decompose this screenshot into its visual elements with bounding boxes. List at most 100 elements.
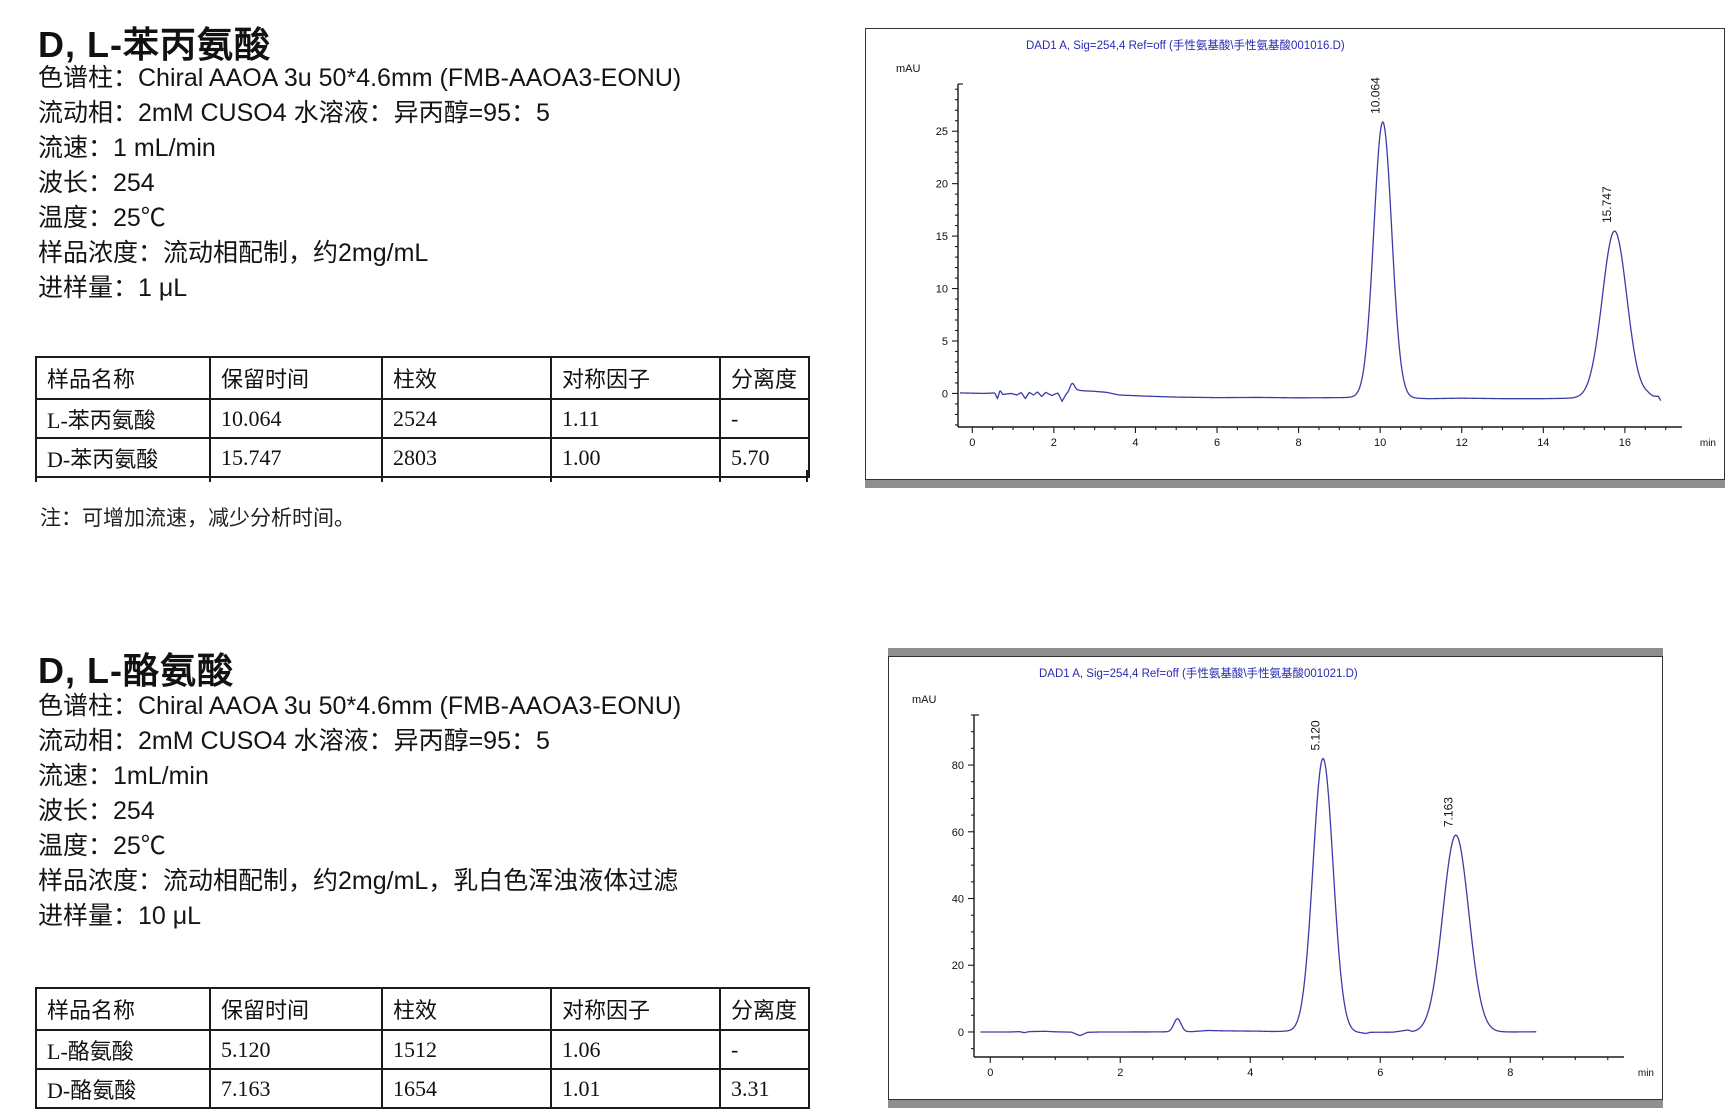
table-cell: -	[719, 1029, 810, 1070]
x-axis-unit-label: min	[1638, 1068, 1654, 1079]
window-edge-bar	[865, 480, 1725, 488]
table-cell: 5.120	[209, 1029, 383, 1070]
x-tick-label: 12	[1456, 437, 1468, 449]
table-cell: 1512	[381, 1029, 552, 1070]
table-cell: -	[719, 398, 810, 439]
table-cell: L-苯丙氨酸	[35, 398, 211, 439]
y-tick-label: 15	[936, 231, 948, 243]
chromatogram-window-tyrosine: DAD1 A, Sig=254,4 Ref=off (手性氨基酸\手性氨基酸00…	[888, 648, 1663, 1108]
signal-header: DAD1 A, Sig=254,4 Ref=off (手性氨基酸\手性氨基酸00…	[1026, 38, 1345, 52]
y-axis-label: mAU	[912, 694, 937, 706]
table-cell: D-酪氨酸	[35, 1068, 211, 1109]
table-cell: 1.00	[550, 437, 721, 478]
param-line: 流动相：2mM CUSO4 水溶液：异丙醇=95：5	[38, 727, 550, 755]
param-line: 流速：1 mL/min	[38, 134, 216, 162]
column-header: 保留时间	[209, 987, 383, 1031]
column-header: 样品名称	[35, 987, 211, 1031]
x-tick-label: 8	[1507, 1067, 1513, 1079]
window-edge-bar	[888, 648, 1663, 656]
table-cell: 2803	[381, 437, 552, 478]
table-cell: 10.064	[209, 398, 383, 439]
x-tick-label: 4	[1132, 437, 1138, 449]
table-cell: 1.01	[550, 1068, 721, 1109]
param-line: 波长：254	[38, 797, 155, 825]
peak-retention-time-label: 10.064	[1368, 77, 1382, 114]
column-header: 柱效	[381, 356, 552, 400]
table-row: L-酪氨酸 5.120 1512 1.06-	[35, 1029, 810, 1070]
y-tick-label: 0	[958, 1027, 964, 1039]
y-tick-label: 40	[952, 894, 964, 906]
x-tick-label: 0	[987, 1067, 993, 1079]
peak-retention-time-label: 5.120	[1309, 720, 1323, 750]
chromatogram-svg: DAD1 A, Sig=254,4 Ref=off (手性氨基酸\手性氨基酸00…	[896, 38, 1716, 449]
section2-param-list: 色谱柱：Chiral AAOA 3u 50*4.6mm (FMB-AAOA3-E…	[38, 689, 681, 934]
table-header-row: 样品名称 保留时间 柱效 对称因子 分离度	[35, 987, 810, 1031]
section2-title: D, L-酪氨酸	[38, 650, 234, 691]
y-tick-label: 20	[952, 960, 964, 972]
param-line: 温度：25℃	[38, 832, 166, 860]
table-cell: 1654	[381, 1068, 552, 1109]
column-header: 样品名称	[35, 356, 211, 400]
peak-retention-time-label: 7.163	[1441, 797, 1455, 827]
column-header: 保留时间	[209, 356, 383, 400]
x-tick-label: 2	[1117, 1067, 1123, 1079]
table-header-row: 样品名称 保留时间 柱效 对称因子 分离度	[35, 356, 810, 400]
chromatogram-trace	[960, 120, 1662, 403]
y-tick-label: 5	[942, 336, 948, 348]
table-cell: 1.06	[550, 1029, 721, 1070]
column-header: 对称因子	[550, 356, 721, 400]
x-tick-label: 0	[969, 437, 975, 449]
section1-title: D, L-苯丙氨酸	[38, 24, 271, 65]
table-cell: 5.70	[719, 437, 810, 478]
param-line: 温度：25℃	[38, 204, 166, 232]
table-row: D-酪氨酸 7.163 1654 1.01 3.31	[35, 1068, 810, 1109]
section1-results-table: 样品名称 保留时间 柱效 对称因子 分离度 L-苯丙氨酸 10.064 2524 1.11- D-…	[35, 356, 810, 478]
table-row: D-苯丙氨酸 15.747 2803 1.00 5.70	[35, 437, 810, 478]
y-tick-label: 10	[936, 284, 948, 296]
table-cell: D-苯丙氨酸	[35, 437, 211, 478]
param-line: 进样量：10 μL	[38, 902, 202, 930]
param-line: 样品浓度：流动相配制，约2mg/mL，乳白色浑浊液体过滤	[38, 867, 679, 895]
param-line: 波长：254	[38, 169, 155, 197]
param-line: 样品浓度：流动相配制，约2mg/mL	[38, 239, 429, 267]
x-tick-label: 14	[1537, 437, 1549, 449]
chromatogram-trace	[980, 757, 1537, 1037]
table-cell: 3.31	[719, 1068, 810, 1109]
x-tick-label: 4	[1247, 1067, 1253, 1079]
column-header: 分离度	[719, 356, 810, 400]
chromatogram-window-phenylalanine: DAD1 A, Sig=254,4 Ref=off (手性氨基酸\手性氨基酸00…	[865, 28, 1725, 488]
x-tick-label: 16	[1619, 437, 1631, 449]
column-header: 分离度	[719, 987, 810, 1031]
table1-cropped-row-stubs	[35, 470, 808, 482]
section1-param-list: 色谱柱：Chiral AAOA 3u 50*4.6mm (FMB-AAOA3-E…	[38, 61, 681, 306]
y-axis-label: mAU	[896, 63, 921, 75]
window-edge-bar	[888, 1100, 1663, 1108]
param-line: 进样量：1 μL	[38, 274, 188, 302]
y-tick-label: 80	[952, 760, 964, 772]
y-tick-label: 60	[952, 827, 964, 839]
x-tick-label: 6	[1214, 437, 1220, 449]
x-tick-label: 6	[1377, 1067, 1383, 1079]
param-line: 色谱柱：Chiral AAOA 3u 50*4.6mm (FMB-AAOA3-E…	[38, 692, 682, 720]
x-tick-label: 2	[1051, 437, 1057, 449]
peak-retention-time-label: 15.747	[1600, 186, 1614, 223]
table-cell: 2524	[381, 398, 552, 439]
param-line: 色谱柱：Chiral AAOA 3u 50*4.6mm (FMB-AAOA3-E…	[38, 64, 682, 92]
y-tick-label: 0	[942, 388, 948, 400]
x-axis-unit-label: min	[1700, 438, 1716, 449]
chromatogram-svg: DAD1 A, Sig=254,4 Ref=off (手性氨基酸\手性氨基酸00…	[912, 666, 1654, 1079]
chromatogram-plot-phenylalanine: DAD1 A, Sig=254,4 Ref=off (手性氨基酸\手性氨基酸00…	[865, 28, 1725, 480]
table-cell: L-酪氨酸	[35, 1029, 211, 1070]
table-cell: 15.747	[209, 437, 383, 478]
x-tick-label: 8	[1296, 437, 1302, 449]
param-line: 流速：1mL/min	[38, 762, 209, 790]
signal-header: DAD1 A, Sig=254,4 Ref=off (手性氨基酸\手性氨基酸00…	[1039, 666, 1358, 680]
y-tick-label: 20	[936, 179, 948, 191]
column-header: 对称因子	[550, 987, 721, 1031]
param-line: 流动相：2mM CUSO4 水溶液：异丙醇=95：5	[38, 99, 550, 127]
x-tick-label: 10	[1374, 437, 1386, 449]
y-tick-label: 25	[936, 126, 948, 138]
chromatogram-plot-tyrosine: DAD1 A, Sig=254,4 Ref=off (手性氨基酸\手性氨基酸00…	[888, 656, 1663, 1100]
section2-results-table: 样品名称 保留时间 柱效 对称因子 分离度 L-酪氨酸 5.120 1512 1.06- D-酪氨…	[35, 987, 810, 1109]
table-cell: 1.11	[550, 398, 721, 439]
